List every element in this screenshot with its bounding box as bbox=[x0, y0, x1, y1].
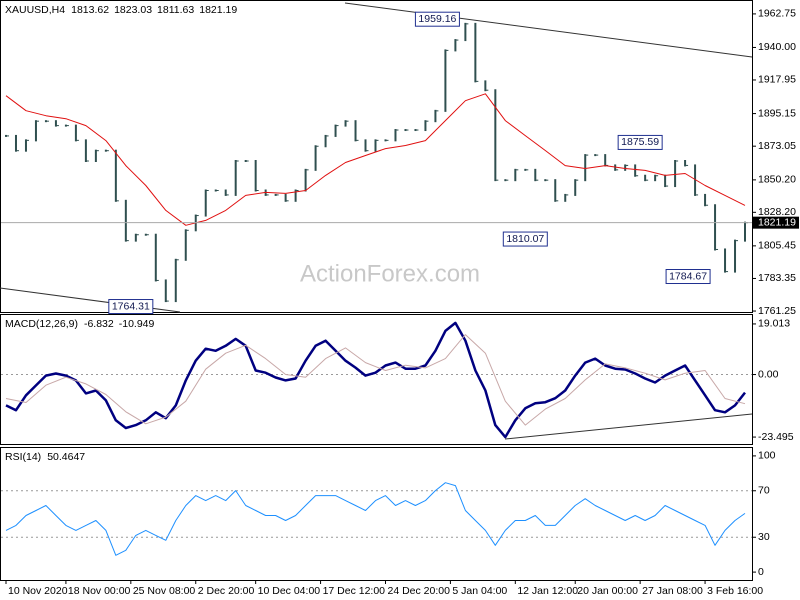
price-annotation: 1875.59 bbox=[621, 136, 659, 148]
panel-readout: -10.949 bbox=[119, 318, 155, 330]
series-line bbox=[5, 321, 746, 439]
x-tick-label: 5 Jan 04:00 bbox=[452, 585, 507, 597]
plot-area bbox=[1, 321, 752, 439]
x-tick-label: 17 Dec 12:00 bbox=[323, 585, 386, 597]
series-line bbox=[5, 482, 746, 556]
price-annotation-box bbox=[108, 299, 154, 315]
y-tick-label: -23.495 bbox=[758, 431, 794, 443]
x-tick-label: 25 Nov 08:00 bbox=[133, 585, 196, 597]
plot-area: ActionForex.com bbox=[4, 22, 749, 303]
y-tick-label: 1783.35 bbox=[758, 272, 796, 284]
y-tick-label: 70 bbox=[758, 485, 770, 497]
trendline bbox=[504, 413, 753, 440]
y-tick-label: 1873.05 bbox=[758, 140, 796, 152]
panel-readout: 1823.03 bbox=[114, 4, 152, 16]
y-tick-label: 0 bbox=[758, 566, 764, 578]
x-tick-label: 10 Dec 04:00 bbox=[258, 585, 321, 597]
price-panel-border bbox=[0, 0, 753, 313]
price-annotation: 1959.16 bbox=[418, 13, 456, 25]
panel-readout: 1811.63 bbox=[157, 4, 194, 16]
price-annotation: 1784.67 bbox=[669, 270, 707, 282]
trendline bbox=[344, 2, 753, 58]
y-tick-label: 1761.25 bbox=[758, 305, 796, 317]
y-tick-label: 1962.75 bbox=[758, 8, 796, 20]
y-tick-label: 19.013 bbox=[758, 318, 790, 330]
panel-title: XAUUSD,H4 bbox=[5, 4, 65, 16]
price-annotation: 1764.31 bbox=[112, 300, 150, 312]
plot-area bbox=[1, 482, 752, 556]
price-annotation-box bbox=[665, 269, 711, 285]
y-tick-label: 100 bbox=[758, 450, 776, 462]
last-price-label: 1821.19 bbox=[758, 216, 796, 228]
x-tick-label: 10 Nov 2020 bbox=[8, 585, 68, 597]
y-tick-label: 1940.00 bbox=[758, 41, 796, 53]
y-tick-label: 1917.95 bbox=[758, 74, 796, 86]
y-tick-label: 0.00 bbox=[758, 368, 779, 380]
price-annotation-box bbox=[414, 11, 460, 27]
y-tick-label: 1895.15 bbox=[758, 107, 796, 119]
y-tick-label: 1850.20 bbox=[758, 174, 796, 186]
panel-title: RSI(14) bbox=[5, 451, 41, 463]
macd-panel-border bbox=[0, 314, 753, 445]
price-annotation: 1810.07 bbox=[506, 233, 544, 245]
watermark: ActionForex.com bbox=[300, 260, 480, 287]
panel-readout: 1821.19 bbox=[199, 4, 237, 16]
x-tick-label: 3 Feb 16:00 bbox=[707, 585, 763, 597]
x-tick-label: 18 Nov 00:00 bbox=[68, 585, 131, 597]
x-tick-label: 20 Jan 00:00 bbox=[577, 585, 638, 597]
y-tick-label: 1805.45 bbox=[758, 240, 796, 252]
panel-readout: 50.4647 bbox=[47, 451, 85, 463]
rsi-panel-border bbox=[0, 447, 753, 581]
series-line bbox=[5, 93, 746, 226]
panel-title: MACD(12,26,9) bbox=[5, 318, 78, 330]
price-annotation-box bbox=[502, 231, 548, 247]
series-line bbox=[5, 334, 746, 426]
last-price-box bbox=[752, 216, 799, 229]
panel-readout: -6.832 bbox=[84, 318, 114, 330]
x-tick-label: 27 Jan 08:00 bbox=[642, 585, 703, 597]
x-tick-label: 12 Jan 12:00 bbox=[517, 585, 578, 597]
panel-readout: 1813.62 bbox=[71, 4, 109, 16]
y-tick-label: 30 bbox=[758, 531, 770, 543]
price-annotation-box bbox=[617, 134, 663, 150]
x-tick-label: 24 Dec 20:00 bbox=[387, 585, 450, 597]
x-tick-label: 2 Dec 20:00 bbox=[198, 585, 255, 597]
y-tick-label: 1828.20 bbox=[758, 206, 796, 218]
